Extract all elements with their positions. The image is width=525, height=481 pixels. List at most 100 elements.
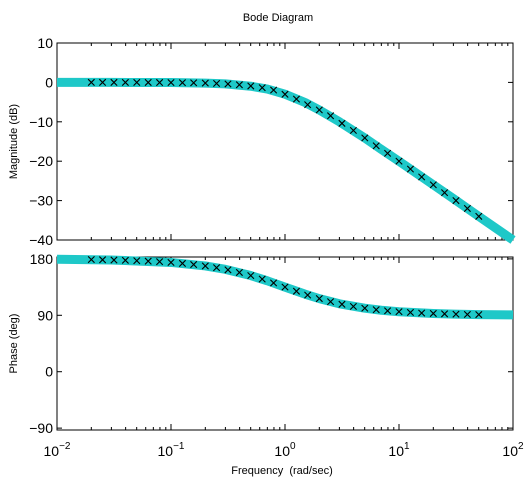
magnitude-data-marker — [201, 79, 209, 87]
phase-data-marker — [201, 262, 209, 270]
magnitude-data-marker — [155, 78, 164, 87]
magnitude-panel: 10 0 −10 −20 −30 −40 Magnitude (dB) — [8, 35, 516, 248]
magnitude-data-marker — [475, 212, 483, 220]
magnitude-data-marker — [144, 78, 152, 87]
phase-data-marker — [338, 300, 346, 308]
magnitude-data-marker — [178, 79, 187, 87]
magnitude-data-marker — [247, 82, 255, 90]
x-tick-label: 102 — [502, 441, 524, 459]
magnitude-ytick-label: 10 — [37, 35, 53, 51]
phase-data-marker — [121, 256, 129, 264]
phase-data-marker — [418, 309, 426, 317]
magnitude-data-marker — [429, 181, 437, 189]
magnitude-fit-band — [57, 77, 516, 244]
phase-ytick-label: −90 — [29, 420, 53, 436]
phase-data-marker — [406, 308, 415, 317]
phase-data-marker — [178, 259, 187, 267]
phase-data-marker — [395, 308, 403, 316]
x-tick-exponent: 2 — [518, 441, 524, 452]
magnitude-ytick-label: −40 — [29, 232, 53, 248]
phase-data-marker — [429, 309, 437, 318]
x-tick-exponent: −1 — [173, 441, 185, 452]
magnitude-data-marker — [121, 78, 129, 87]
x-tick-label: 10−2 — [44, 441, 71, 459]
phase-data-marker — [292, 287, 301, 295]
magnitude-data-marker — [452, 197, 460, 205]
magnitude-data-marker — [304, 101, 312, 109]
x-tick-exponent: 1 — [404, 441, 410, 452]
magnitude-data-marker — [98, 78, 107, 86]
magnitude-data-marker — [258, 84, 266, 92]
magnitude-data-marker — [224, 80, 232, 88]
magnitude-data-marker — [87, 78, 95, 86]
phase-fit-band — [56, 254, 514, 320]
phase-data-marker — [315, 295, 323, 303]
phase-data-marker — [349, 302, 357, 311]
magnitude-data-marker — [212, 79, 221, 88]
x-tick-base: 10 — [388, 443, 404, 459]
phase-data-marker — [144, 257, 152, 265]
magnitude-data-marker — [383, 149, 392, 157]
phase-data-marker — [190, 260, 198, 269]
magnitude-data-marker — [190, 79, 198, 87]
phase-data-marker — [258, 275, 266, 283]
phase-data-marker — [463, 310, 471, 319]
phase-ytick-label: 0 — [45, 364, 53, 380]
phase-data-marker — [326, 298, 335, 306]
x-tick-base: 10 — [44, 443, 60, 459]
magnitude-y-axis-label: Magnitude (dB) — [8, 104, 20, 179]
phase-data-marker — [281, 283, 289, 291]
x-tick-label: 100 — [274, 441, 296, 459]
magnitude-data-marker — [418, 173, 426, 181]
phase-data-marker — [383, 307, 392, 315]
x-tick-label: 10−1 — [158, 441, 185, 459]
magnitude-data-marker — [395, 157, 403, 165]
phase-data-marker — [361, 304, 369, 312]
magnitude-data-marker — [338, 119, 346, 127]
magnitude-data-marker — [349, 126, 357, 135]
phase-data-marker — [269, 279, 278, 287]
magnitude-axes-frame — [56, 42, 514, 241]
magnitude-data-marker — [167, 78, 175, 87]
phase-data-marker — [212, 264, 221, 272]
magnitude-data-marker — [326, 112, 335, 120]
magnitude-data-marker — [281, 90, 289, 98]
x-tick-base: 10 — [158, 443, 174, 459]
magnitude-data-marker — [269, 86, 278, 94]
phase-ytick-label: 180 — [30, 251, 54, 267]
phase-data-marker — [110, 256, 118, 264]
phase-y-axis-label: Phase (deg) — [8, 314, 20, 374]
magnitude-ytick-label: −30 — [29, 193, 53, 209]
phase-data-marker — [155, 258, 164, 266]
magnitude-data-marker — [110, 78, 118, 86]
magnitude-data-marker — [361, 134, 369, 142]
magnitude-data-marker — [463, 204, 471, 213]
magnitude-data-marker — [292, 95, 301, 103]
phase-data-marker — [235, 268, 243, 277]
x-tick-exponent: 0 — [290, 441, 296, 452]
x-tick-label: 101 — [388, 441, 410, 459]
magnitude-data-marker — [440, 189, 449, 197]
magnitude-data-marker — [315, 106, 323, 114]
magnitude-ytick-label: 0 — [45, 74, 53, 90]
x-tick-base: 10 — [502, 443, 518, 459]
x-tick-exponent: −2 — [59, 441, 71, 452]
phase-ytick-label: 90 — [37, 307, 53, 323]
phase-data-marker — [440, 310, 449, 318]
chart-title: Bode Diagram — [243, 12, 313, 24]
phase-data-marker — [167, 258, 175, 267]
phase-data-marker — [372, 306, 380, 314]
magnitude-data-marker — [406, 165, 415, 173]
x-tick-base: 10 — [274, 443, 290, 459]
magnitude-ytick-label: −20 — [29, 153, 53, 169]
phase-data-marker — [87, 255, 95, 264]
phase-data-marker — [247, 271, 255, 280]
magnitude-ytick-label: −10 — [29, 114, 53, 130]
magnitude-data-marker — [235, 81, 243, 89]
x-axis-label: Frequency (rad/sec) — [231, 465, 332, 477]
magnitude-data-marker — [372, 142, 380, 150]
phase-data-marker — [224, 266, 232, 274]
phase-data-marker — [452, 310, 460, 318]
